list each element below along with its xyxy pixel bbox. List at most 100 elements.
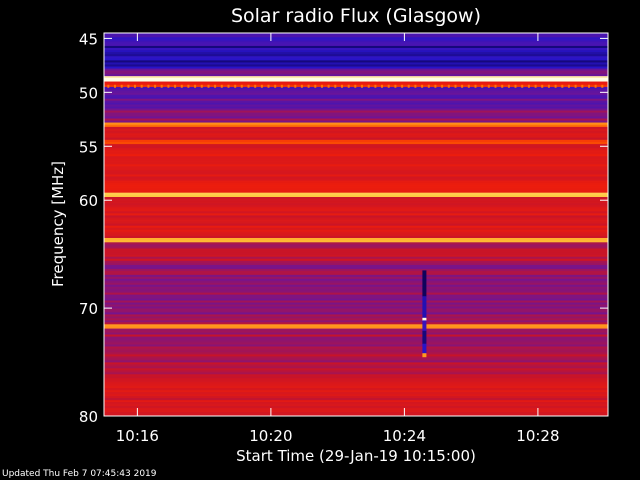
band-dot — [414, 84, 417, 88]
band-10-strip — [104, 190, 608, 193]
band-dot — [394, 84, 397, 88]
band-16-strip — [104, 324, 608, 327]
band-dot — [114, 84, 116, 88]
band-12-strip — [104, 225, 608, 229]
footer-updated: Updated Thu Feb 7 07:45:43 2019 — [2, 469, 157, 479]
x-tick-label: 10:16 — [116, 427, 159, 445]
band-17-strip — [104, 360, 608, 363]
band-17-strip — [104, 328, 608, 331]
band-dot — [127, 84, 130, 88]
band-dot — [581, 84, 584, 88]
y-tick-label: 70 — [79, 300, 98, 318]
band-17-strip — [104, 350, 608, 353]
band-18-strip — [104, 402, 608, 405]
band-15-strip — [104, 320, 608, 323]
band-dot — [334, 84, 337, 88]
band-dot — [481, 84, 484, 88]
band-0-strip — [104, 35, 608, 38]
band-dot — [541, 84, 544, 88]
band-5-strip — [104, 106, 608, 109]
band-7-strip — [104, 124, 608, 128]
band-dot — [200, 84, 203, 88]
band-13-strip — [104, 240, 608, 243]
band-10-strip — [104, 170, 608, 173]
y-axis: 45 50 55 60 70 80 — [79, 30, 608, 426]
band-6-strip — [104, 112, 608, 115]
band-17-strip — [104, 358, 608, 361]
band-10-strip — [104, 146, 608, 149]
band-10-strip — [104, 166, 608, 169]
band-4-strip — [104, 81, 608, 84]
band-dot — [467, 84, 470, 88]
band-17-strip — [104, 344, 608, 347]
band-15-strip — [104, 300, 608, 303]
band-dot — [194, 84, 197, 88]
band-10-strip — [104, 152, 608, 155]
band-1-strip — [104, 64, 608, 67]
band-15-strip — [104, 278, 608, 282]
band-dot — [561, 84, 564, 88]
band-10-strip — [104, 174, 608, 177]
band-dot — [167, 84, 170, 88]
band-3-strip — [104, 79, 608, 82]
band-0-strip — [104, 41, 608, 45]
band-dot — [381, 84, 383, 88]
band-10-strip — [104, 172, 608, 175]
band-dot — [240, 84, 243, 88]
band-dot — [254, 84, 257, 88]
band-14-strip — [104, 256, 608, 260]
band-15-strip — [104, 312, 608, 315]
band-dot — [214, 84, 217, 88]
band-18-strip — [104, 404, 608, 407]
x-axis: 10:16 10:20 10:24 10:28 — [116, 33, 560, 445]
band-12-strip — [104, 205, 608, 208]
band-dot — [300, 84, 303, 88]
band-2-strip — [104, 74, 608, 77]
band-dot — [160, 84, 163, 88]
band-dot — [567, 84, 570, 88]
band-15-strip — [104, 306, 608, 309]
band-11-strip — [104, 192, 608, 196]
radio-burst-segment — [422, 320, 427, 332]
band-dot — [260, 84, 263, 88]
band-18-strip — [104, 398, 608, 401]
band-17-strip — [104, 364, 608, 367]
band-dot — [387, 84, 390, 88]
band-6-strip — [104, 120, 608, 123]
band-dot — [187, 84, 190, 88]
band-9-strip — [104, 141, 608, 145]
band-dot — [461, 84, 464, 88]
radio-burst-segment — [422, 330, 427, 345]
band-18-strip — [104, 386, 608, 389]
band-8-strip — [104, 129, 608, 132]
band-18-strip — [104, 410, 608, 413]
band-13-strip — [104, 237, 608, 241]
band-17-strip — [104, 346, 608, 349]
band-6-strip — [104, 116, 608, 119]
band-8-strip — [104, 133, 608, 136]
chart-title: Solar radio Flux (Glasgow) — [231, 5, 481, 27]
band-dot — [447, 84, 450, 88]
band-dot — [454, 84, 457, 88]
band-12-strip — [104, 233, 608, 237]
band-17-strip — [104, 370, 608, 373]
band-12-strip — [104, 196, 608, 200]
band-dot — [401, 84, 404, 88]
band-dot — [341, 84, 343, 88]
band-3-strip — [104, 77, 608, 81]
y-tick-label: 60 — [79, 192, 98, 210]
y-tick-label: 50 — [79, 84, 98, 102]
band-dot — [507, 84, 510, 88]
band-dot — [427, 84, 430, 88]
band-0-strip — [104, 43, 608, 47]
band-1-strip — [104, 56, 608, 59]
band-8-strip — [104, 126, 608, 130]
band-5-strip — [104, 92, 608, 96]
band-17-strip — [104, 330, 608, 333]
band-5-strip — [104, 102, 608, 105]
band-14-strip — [104, 258, 608, 262]
band-18-strip — [104, 380, 608, 383]
band-1-strip — [104, 58, 608, 61]
radio-burst-segment — [422, 296, 427, 319]
band-5-strip — [104, 100, 608, 103]
